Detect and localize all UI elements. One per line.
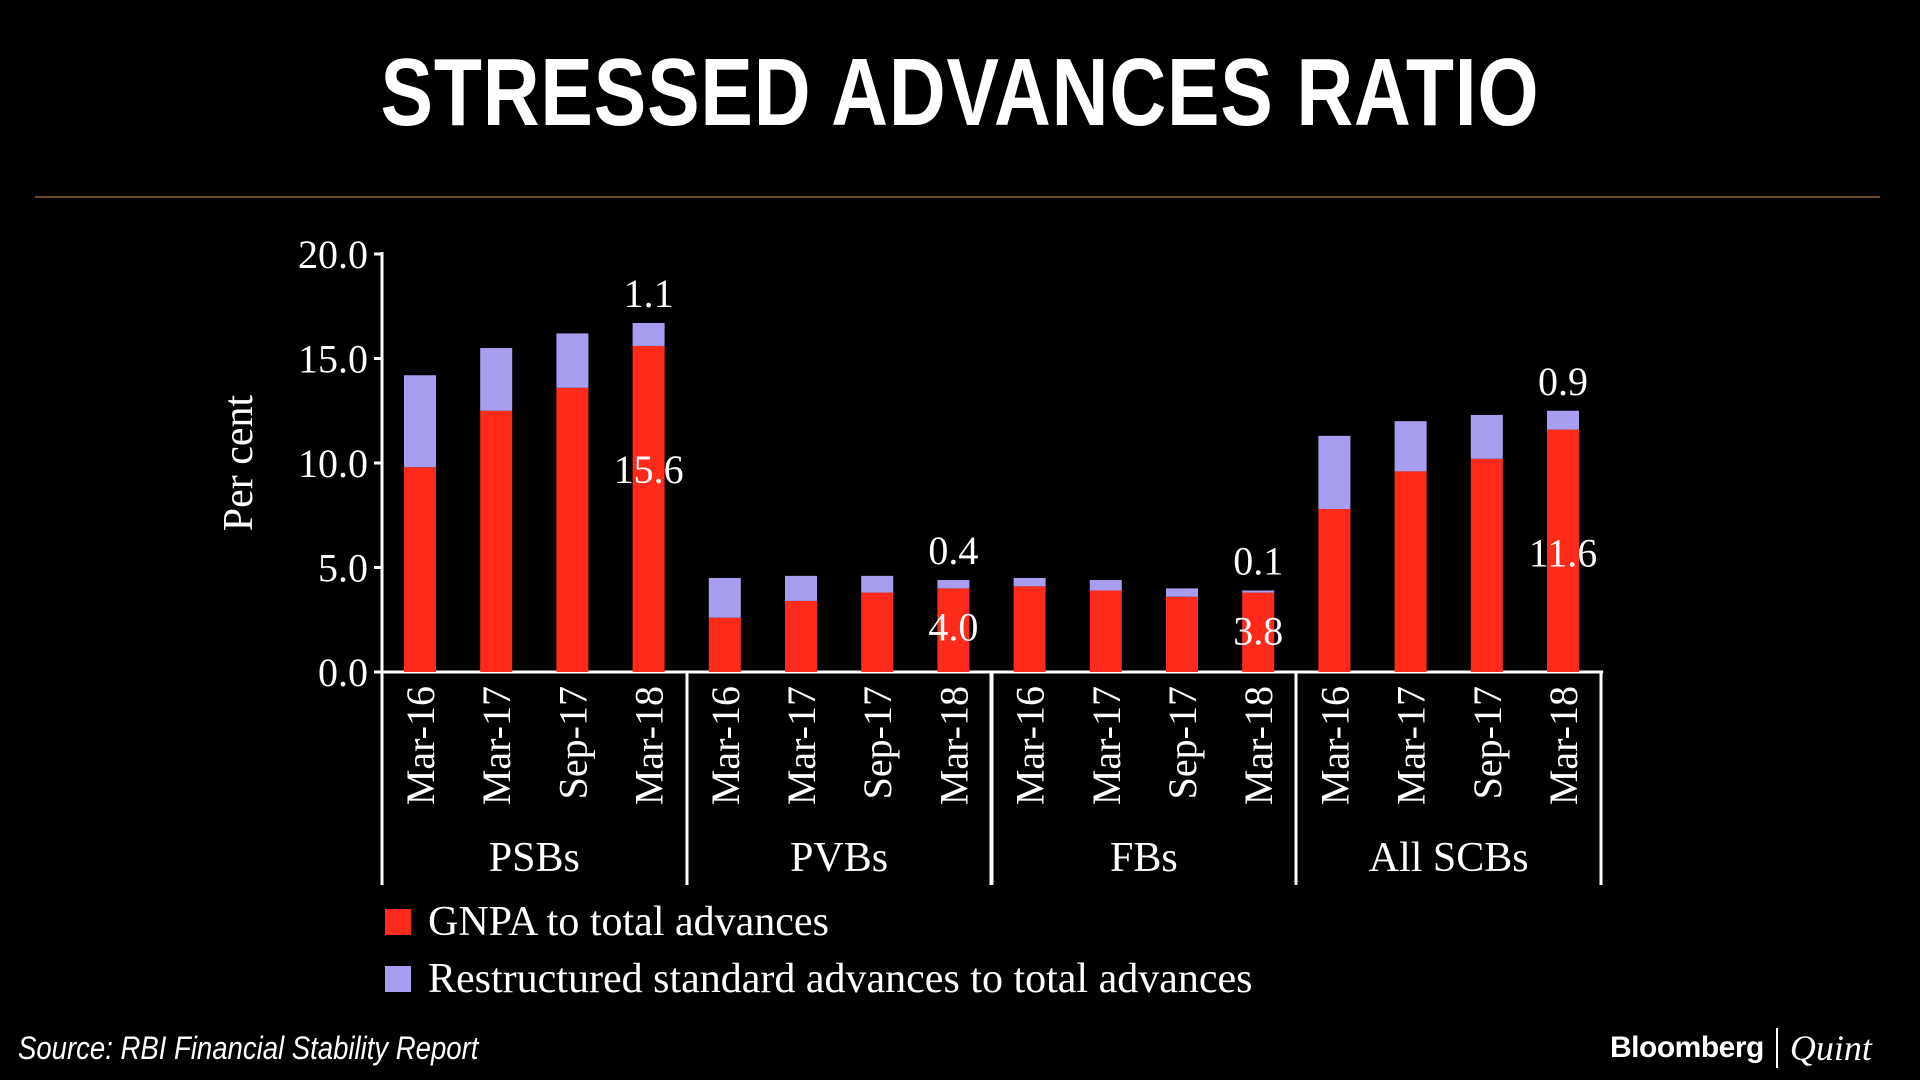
- bar-gnpa: [1166, 596, 1198, 672]
- x-tick-label: Mar-17: [1084, 686, 1129, 805]
- bar-restructured: [708, 577, 741, 618]
- bar-restructured: [1470, 414, 1503, 459]
- bar-gnpa: [1547, 429, 1579, 672]
- bar-gnpa: [1470, 458, 1503, 672]
- legend-swatch: [385, 966, 411, 992]
- x-tick-label: Mar-18: [931, 686, 976, 805]
- bar-gnpa: [785, 600, 817, 672]
- bar-gnpa: [1013, 586, 1046, 672]
- data-label-gnpa: 15.6: [614, 447, 684, 492]
- x-tick-label: Sep-17: [855, 686, 900, 799]
- bar-restructured: [1089, 580, 1122, 591]
- x-tick-label: Mar-18: [1236, 686, 1281, 805]
- data-label-gnpa: 3.8: [1233, 609, 1283, 654]
- x-tick-label: Mar-16: [1008, 686, 1053, 805]
- data-label-restructured: 0.1: [1233, 538, 1283, 583]
- group-label: FBs: [1110, 835, 1178, 881]
- brand-logo: Bloomberg Quint: [1610, 1026, 1872, 1070]
- bar-restructured: [861, 575, 894, 593]
- x-tick-label: Sep-17: [1160, 686, 1205, 799]
- bar-gnpa: [1318, 508, 1351, 672]
- bar-gnpa: [1089, 590, 1122, 672]
- bar-gnpa: [861, 592, 894, 672]
- bar-restructured: [632, 322, 665, 346]
- x-tick-label: Mar-18: [1541, 686, 1586, 805]
- brand-bloomberg: Bloomberg: [1610, 1031, 1764, 1064]
- bar-gnpa: [404, 467, 436, 672]
- group-label: PSBs: [489, 835, 580, 881]
- data-label-restructured: 0.9: [1538, 359, 1588, 404]
- bar-gnpa: [1242, 592, 1275, 672]
- source-note: Source: RBI Financial Stability Report: [18, 1030, 479, 1066]
- bar-gnpa: [556, 387, 589, 672]
- y-tick-label: 10.0: [298, 441, 368, 486]
- x-tick-label: Mar-16: [703, 686, 748, 805]
- x-tick-label: Mar-16: [1312, 686, 1357, 805]
- bar-gnpa: [480, 410, 513, 672]
- bar-restructured: [785, 575, 817, 601]
- y-axis-label: Per cent: [216, 394, 262, 531]
- brand-quint: Quint: [1789, 1028, 1872, 1068]
- brand-separator: [1775, 1028, 1778, 1068]
- data-label-restructured: 0.4: [928, 528, 978, 573]
- bar-restructured: [1318, 435, 1351, 509]
- data-label-gnpa: 4.0: [928, 604, 978, 649]
- bar-restructured: [480, 348, 513, 411]
- bar-restructured: [937, 580, 970, 589]
- x-tick-label: Mar-16: [398, 686, 443, 805]
- group-label: All SCBs: [1369, 835, 1529, 881]
- y-tick-label: 15.0: [298, 337, 368, 382]
- bar-restructured: [1013, 577, 1046, 587]
- legend-label: GNPA to total advances: [428, 899, 829, 945]
- bar-gnpa: [708, 617, 741, 672]
- legend-label: Restructured standard advances to total …: [428, 956, 1253, 1002]
- x-tick-label: Mar-17: [779, 686, 824, 805]
- bar-gnpa: [1394, 471, 1427, 672]
- data-label-restructured: 1.1: [624, 271, 674, 316]
- x-tick-label: Mar-18: [627, 686, 672, 805]
- bar-gnpa: [937, 588, 970, 672]
- bar-restructured: [1166, 588, 1198, 597]
- bar-restructured: [556, 333, 589, 388]
- bar-restructured: [1394, 421, 1427, 472]
- stacked-bar-chart: 0.0 5.0 10.0 15.0 20.0 Per cent Mar-16 Mar-17 Se…: [216, 232, 1604, 1002]
- bar-gnpa: [632, 345, 665, 672]
- title-divider: [35, 196, 1880, 198]
- x-tick-label: Mar-17: [1389, 686, 1434, 805]
- x-tick-label: Sep-17: [550, 686, 595, 799]
- group-label: PVBs: [790, 835, 888, 881]
- bar-restructured: [1547, 410, 1579, 430]
- data-label-gnpa: 11.6: [1529, 531, 1598, 576]
- y-tick-label: 5.0: [318, 546, 368, 591]
- bar-restructured: [1242, 590, 1275, 593]
- bar-restructured: [404, 375, 436, 468]
- legend-swatch: [385, 909, 411, 935]
- x-tick-label: Sep-17: [1465, 686, 1510, 799]
- y-tick-label: 0.0: [318, 650, 368, 695]
- x-tick-label: Mar-17: [474, 686, 519, 805]
- chart-title: STRESSED ADVANCES RATIO: [380, 39, 1540, 146]
- y-tick-label: 20.0: [298, 232, 368, 277]
